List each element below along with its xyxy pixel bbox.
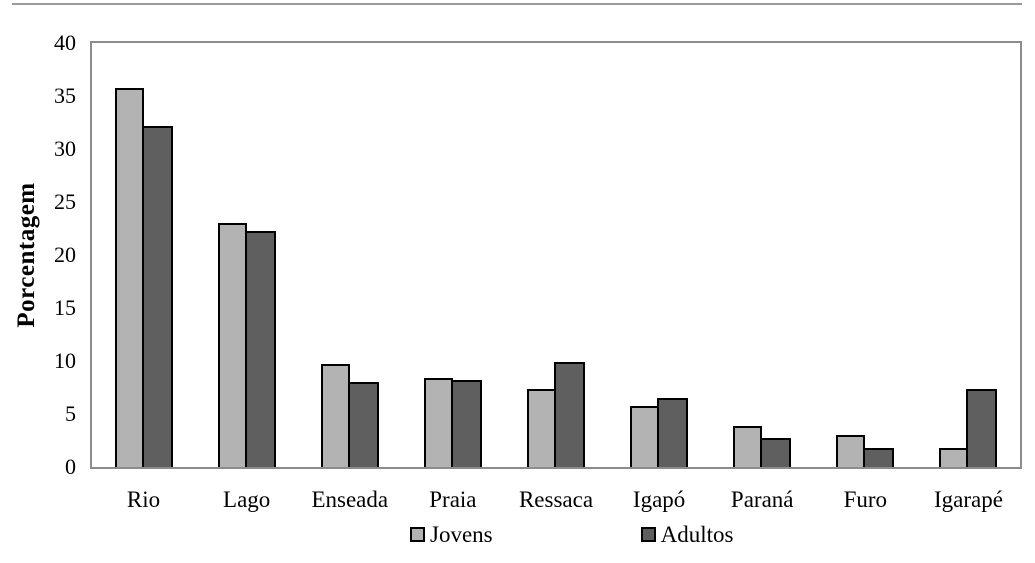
legend-swatch-jovens	[410, 527, 425, 542]
y-tick-label-10: 10	[54, 348, 76, 373]
bar-adultos-enseada	[347, 382, 379, 467]
bar-jovens-ressaca	[527, 389, 556, 467]
y-tick-label-35: 35	[54, 83, 76, 108]
bar-jovens-parana	[733, 426, 763, 467]
bar-adultos-furo	[863, 448, 895, 467]
bar-adultos-parana	[760, 438, 792, 467]
x-category-label-praia: Praia	[429, 487, 477, 512]
x-category-label-ressaca: Ressaca	[518, 487, 594, 512]
bar-adultos-ressaca	[554, 362, 585, 467]
bar-jovens-rio	[114, 88, 144, 467]
bar-adultos-rio	[141, 126, 173, 467]
bar-jovens-lago	[217, 223, 247, 467]
bar-adultos-igapo	[657, 398, 689, 467]
x-category-label-igapo: Igapó	[632, 487, 686, 512]
bar-adultos-lago	[244, 231, 276, 467]
top-frame-line	[12, 3, 1022, 5]
bar-adultos-praia	[450, 380, 482, 467]
x-category-label-rio: Rio	[126, 487, 161, 512]
legend-swatch-adultos	[640, 527, 656, 542]
legend-label-jovens: Jovens	[430, 522, 493, 547]
y-tick-label-40: 40	[54, 30, 76, 55]
legend-item-adultos: Adultos	[640, 522, 734, 547]
legend-item-jovens: Jovens	[410, 523, 493, 546]
y-tick-label-0: 0	[65, 454, 76, 479]
y-tick-label-5: 5	[65, 401, 76, 426]
bar-jovens-igarape	[939, 448, 969, 467]
bar-jovens-igapo	[630, 406, 660, 467]
bar-jovens-enseada	[320, 364, 350, 467]
x-category-label-lago: Lago	[223, 487, 271, 512]
y-tick-label-20: 20	[54, 242, 76, 267]
bar-jovens-furo	[836, 435, 866, 467]
bar-adultos-igarape	[966, 389, 998, 467]
legend-label-adultos: Adultos	[660, 522, 734, 547]
plot-area	[90, 41, 1022, 469]
y-tick-label-15: 15	[54, 295, 76, 320]
x-category-label-enseada: Enseada	[311, 487, 389, 512]
bar-jovens-praia	[423, 378, 453, 467]
x-category-label-furo: Furo	[843, 487, 888, 512]
y-tick-label-25: 25	[54, 189, 76, 214]
y-tick-label-30: 30	[54, 136, 76, 161]
x-category-label-parana: Paraná	[730, 487, 794, 512]
legend: Jovens Adultos	[410, 523, 733, 546]
x-category-label-igarape: Igarapé	[933, 487, 1003, 512]
